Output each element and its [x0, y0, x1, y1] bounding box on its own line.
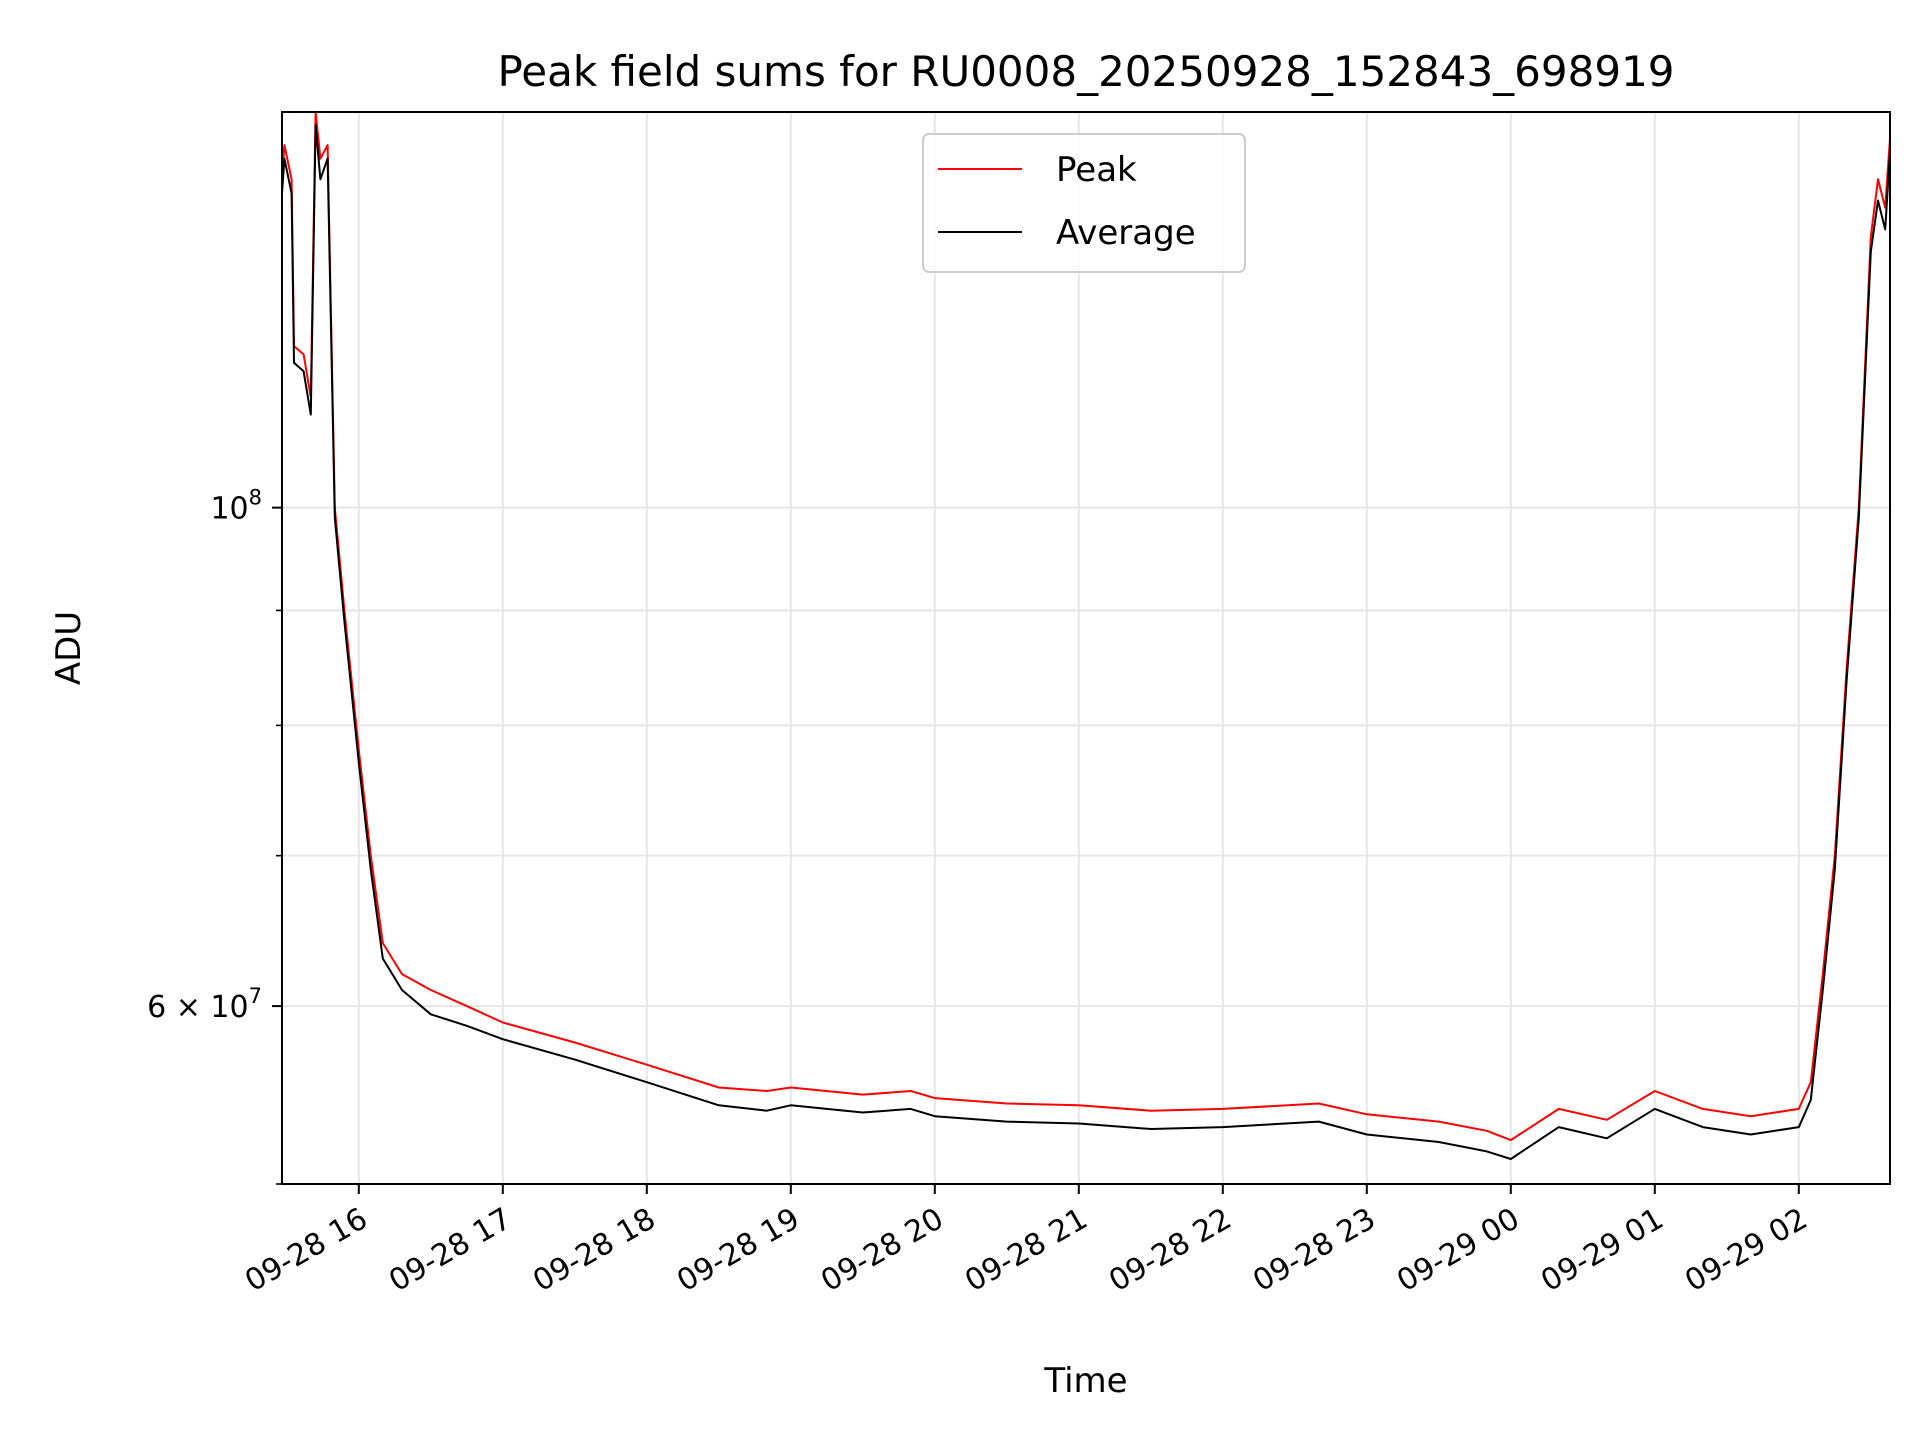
x-axis-label: Time — [1043, 1361, 1127, 1401]
chart-title: Peak field sums for RU0008_20250928_1528… — [497, 47, 1674, 96]
legend-label-average: Average — [1056, 213, 1196, 253]
plot-frame — [281, 111, 1891, 1185]
legend: Peak Average — [922, 133, 1246, 273]
legend-label-peak: Peak — [1056, 150, 1137, 190]
y-tick-label: 6 × 107 — [147, 984, 262, 1025]
grid — [282, 112, 1890, 1185]
y-axis-label: ADU — [49, 611, 89, 685]
series-line-average — [282, 124, 1890, 1160]
series-layer — [282, 112, 1890, 1160]
